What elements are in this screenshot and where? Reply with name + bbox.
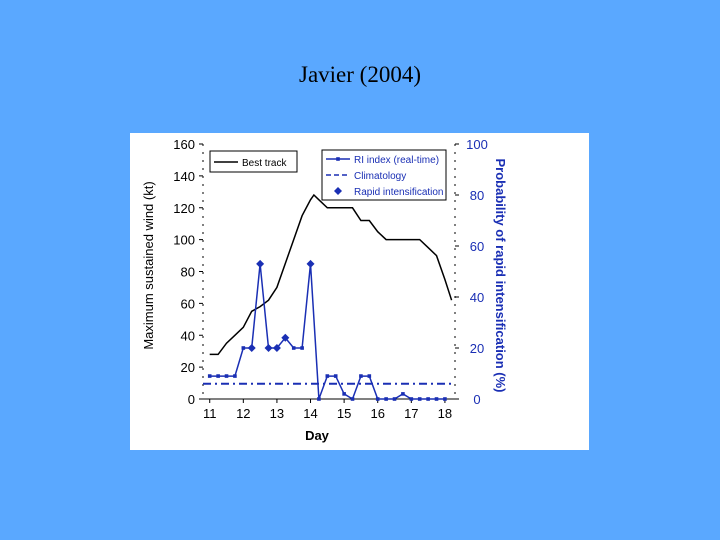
y-left-tick-label: 160: [173, 137, 195, 152]
ri-index-point: [224, 374, 229, 378]
y-right-tick-label: 60: [470, 239, 484, 254]
x-axis-title: Day: [305, 428, 330, 443]
y-left-tick-label: 0: [188, 392, 195, 407]
ri-index-point: [375, 397, 380, 401]
ri-index-point: [216, 374, 220, 378]
y-left-axis-title: Maximum sustained wind (kt): [141, 181, 156, 349]
y-left-tick-label: 100: [173, 233, 195, 248]
x-tick-label: 14: [303, 406, 317, 421]
ri-index-point: [317, 397, 321, 401]
x-tick-label: 18: [438, 406, 452, 421]
rapid-intensification-marker: [272, 344, 281, 352]
ri-index-point: [291, 346, 296, 350]
legend-ri-label: RI index (real-time): [354, 155, 439, 166]
rapid-intensification-marker: [264, 344, 273, 352]
slide-title: Javier (2004): [299, 62, 421, 87]
ri-index-point: [417, 397, 422, 401]
ri-index-point: [409, 397, 414, 401]
x-tick-label: 13: [270, 406, 284, 421]
x-tick-label: 16: [370, 406, 384, 421]
y-left-tick-label: 40: [181, 328, 195, 343]
series-line-0: [209, 193, 453, 356]
y-right-tick-label: 100: [466, 137, 488, 152]
y-right-axis-title: Probability of rapid intensification (%): [493, 158, 508, 392]
ri-index-point: [384, 397, 388, 401]
y-left-tick-label: 20: [181, 360, 195, 375]
y-left-tick-label: 80: [181, 265, 195, 280]
legend-ri-diamond-swatch: [334, 187, 342, 195]
rapid-intensification-marker: [247, 344, 256, 352]
legend-best-track-label: Best track: [242, 158, 287, 169]
ri-index-point: [333, 374, 338, 378]
ri-index-point: [241, 346, 246, 350]
y-right-tick-label: 80: [470, 188, 484, 203]
y-left-tick-label: 140: [173, 169, 195, 184]
ri-index-point: [300, 346, 304, 350]
chart-panel: 0 20 40 60 80 100 120 140 160 0 20 40 60 80 100 11 12 13 1…: [130, 133, 589, 450]
x-tick-label: 11: [203, 406, 217, 421]
ri-index-point: [434, 397, 439, 401]
ri-index-point: [426, 397, 430, 401]
ri-index-point: [233, 374, 237, 378]
y-right-tick-label: 40: [470, 290, 484, 305]
legend-climatology-label: Climatology: [354, 171, 406, 182]
ri-index-point: [367, 374, 372, 378]
wind-probability-chart: 0 20 40 60 80 100 120 140 160 0 20 40 60 80 100 11 12 13 1…: [141, 137, 508, 443]
y-right-tick-label: 0: [473, 392, 480, 407]
rapid-intensification-marker: [306, 259, 315, 268]
ri-index-point: [207, 374, 212, 378]
series-line-1: [209, 263, 445, 401]
ri-index-point: [401, 392, 405, 396]
x-tick-label: 12: [236, 406, 250, 421]
ri-index-point: [443, 397, 447, 401]
y-right-tick-label: 20: [470, 341, 484, 356]
ri-index-point: [325, 374, 330, 378]
rapid-intensification-marker: [256, 259, 265, 268]
rapid-intensification-marker: [281, 333, 290, 342]
ri-index-point: [392, 397, 397, 401]
ri-index-point: [350, 397, 355, 401]
x-tick-label: 15: [337, 406, 351, 421]
legend-rapid-intensification-label: Rapid intensification: [354, 187, 444, 198]
legend-left-box: [209, 150, 298, 173]
legend-ri-swatch-marker: [336, 157, 340, 161]
ri-index-point: [342, 392, 346, 396]
y-left-tick-label: 60: [181, 296, 195, 311]
y-left-tick-label: 120: [173, 201, 195, 216]
ri-index-point: [359, 374, 363, 378]
x-tick-label: 17: [404, 406, 418, 421]
